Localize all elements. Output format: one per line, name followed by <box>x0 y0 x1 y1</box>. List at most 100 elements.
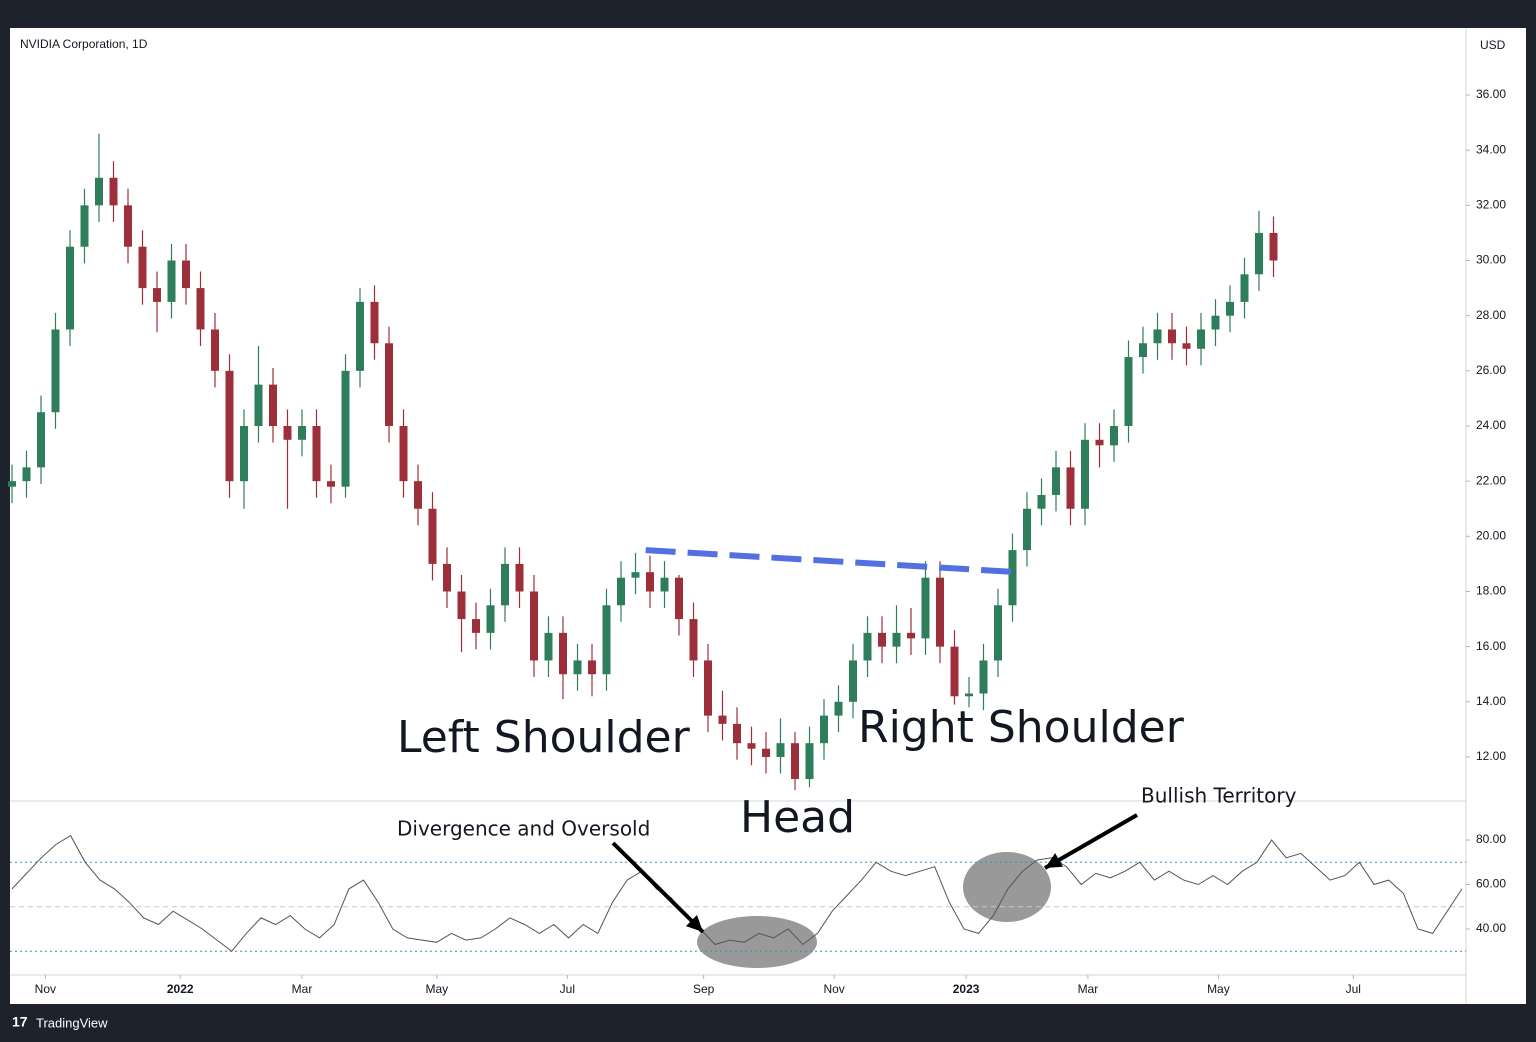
candle-body <box>733 723 741 744</box>
candle-body <box>1095 439 1104 446</box>
candle-body <box>109 177 118 206</box>
candle-body <box>1066 467 1075 509</box>
annotation: Head <box>740 792 855 843</box>
neckline <box>645 547 1019 576</box>
candle-body <box>312 425 321 482</box>
candle-body <box>718 715 727 724</box>
candle-body <box>834 701 843 716</box>
candle-body <box>646 572 654 592</box>
candle-body <box>979 660 988 694</box>
candle-body <box>8 481 16 487</box>
highlight-ellipse <box>963 852 1051 922</box>
y-tick-label: 24.00 <box>1476 418 1506 432</box>
annotation: Bullish Territory <box>1141 784 1297 808</box>
candle-body <box>66 246 74 330</box>
y-tick-label: 34.00 <box>1476 142 1506 156</box>
chart-title: NVIDIA Corporation, 1D <box>20 37 148 51</box>
candle-body <box>1197 329 1205 349</box>
candle-body <box>472 619 480 633</box>
candle-body <box>356 301 364 371</box>
candle-body <box>675 577 683 620</box>
candle-body <box>414 481 422 509</box>
x-tick-label: 2023 <box>953 982 980 996</box>
candle-body <box>660 577 669 592</box>
y-tick-label: 32.00 <box>1476 198 1506 212</box>
candle-body <box>95 177 103 206</box>
candle-body <box>1023 508 1031 551</box>
candle-body <box>1081 439 1089 509</box>
candle-body <box>892 632 901 647</box>
candle-body <box>240 425 248 482</box>
candle-body <box>1139 343 1147 358</box>
candle-body <box>428 508 437 564</box>
candle-body <box>327 481 335 487</box>
arrow-shaft <box>1044 813 1138 870</box>
footer-brand: TradingView <box>36 1015 108 1030</box>
logo: 17 <box>12 1014 28 1030</box>
currency-label: USD <box>1480 38 1506 52</box>
y-tick-label: 14.00 <box>1476 694 1506 708</box>
candle-body <box>921 577 930 639</box>
y-tick-label: 28.00 <box>1476 308 1506 322</box>
y-tick-label: 20.00 <box>1476 528 1506 542</box>
candle-body <box>1168 329 1176 344</box>
candle-body <box>994 605 1002 661</box>
candle-body <box>1124 357 1133 426</box>
candle-body <box>617 577 625 606</box>
x-tick-label: Sep <box>693 982 715 996</box>
candle-body <box>936 577 944 647</box>
y-tick-label: 80.00 <box>1476 832 1506 846</box>
candle-body <box>820 715 828 744</box>
candle-body <box>878 632 886 647</box>
candle-body <box>501 563 509 606</box>
candle-body <box>704 660 712 716</box>
candle-body <box>762 748 770 757</box>
x-tick-label: Jul <box>560 982 575 996</box>
y-tick-label: 18.00 <box>1476 584 1506 598</box>
candle-body <box>776 743 785 757</box>
candle-body <box>370 301 379 344</box>
candle-body <box>385 343 393 426</box>
arrow-shaft <box>611 841 705 934</box>
candle-body <box>965 693 973 697</box>
y-tick-label: 40.00 <box>1476 921 1506 935</box>
candle-body <box>443 563 451 592</box>
candle-body <box>182 260 190 289</box>
candle-body <box>747 743 756 749</box>
candle-body <box>573 660 582 675</box>
x-tick-label: May <box>1207 982 1230 996</box>
candle-body <box>588 660 596 675</box>
candle-body <box>515 563 524 592</box>
y-tick-label: 30.00 <box>1476 253 1506 267</box>
candle-body <box>167 260 176 302</box>
candle-body <box>559 632 567 675</box>
candle-body <box>1240 274 1249 302</box>
candle-body <box>602 605 611 675</box>
candle-body <box>791 743 799 780</box>
candle-body <box>153 288 161 302</box>
candle-body <box>907 632 915 639</box>
candle-body <box>1182 343 1191 349</box>
candle-body <box>1008 550 1017 606</box>
candle-body <box>849 660 857 702</box>
candle-body <box>283 425 292 440</box>
x-tick-label: Mar <box>292 982 313 996</box>
candle-body <box>689 619 698 661</box>
x-tick-label: 2022 <box>167 982 194 996</box>
candle-body <box>457 591 466 620</box>
candle-body <box>631 572 640 578</box>
candle-body <box>37 412 45 468</box>
candle-body <box>1211 315 1220 330</box>
rsi-line <box>11 834 1463 952</box>
candle-body <box>1037 494 1046 509</box>
candle-body <box>399 425 408 482</box>
candle-body <box>269 384 277 426</box>
candle-body <box>1255 232 1263 275</box>
candle-body <box>1226 301 1234 316</box>
candle-body <box>1110 425 1118 446</box>
y-tick-label: 26.00 <box>1476 363 1506 377</box>
x-tick-label: May <box>426 982 449 996</box>
arrow-head <box>1045 853 1063 868</box>
candle-body <box>211 329 219 371</box>
